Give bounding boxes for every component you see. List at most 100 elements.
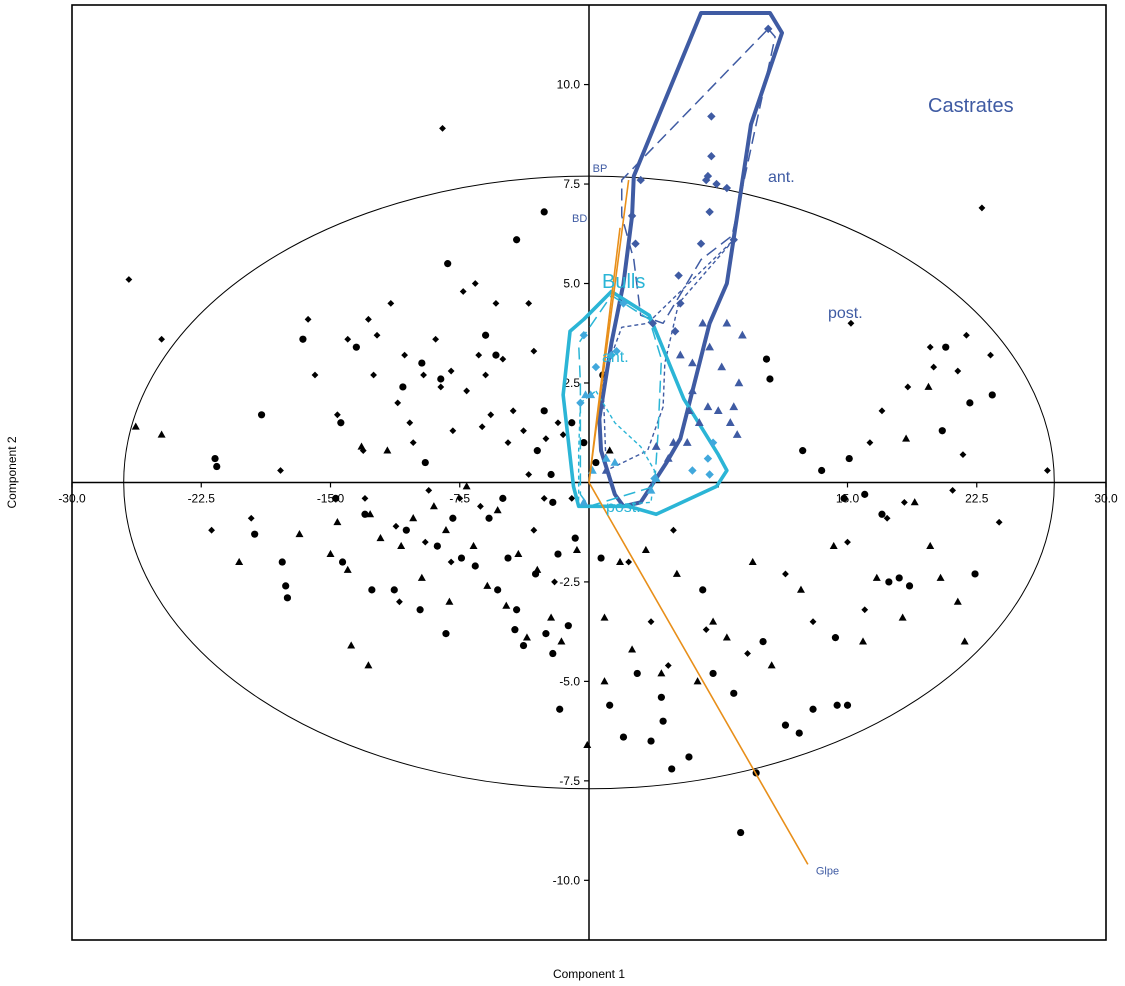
castrates-post-point: [675, 350, 685, 359]
x-tick-label: -22.5: [188, 491, 216, 505]
data-point-circle: [492, 351, 500, 359]
group-label-bulls-ant: ant.: [602, 349, 629, 366]
data-point-diamond: [504, 439, 512, 447]
data-point-circle: [633, 669, 641, 678]
data-point-diamond: [373, 331, 381, 339]
data-point-circle: [818, 466, 826, 475]
y-tick-label: -7.5: [559, 774, 580, 788]
data-point-diamond: [387, 300, 395, 307]
castrates-ant-point: [627, 211, 637, 221]
data-point-circle: [416, 606, 424, 614]
castrates-post-point: [732, 430, 742, 438]
loading-vector-bd: [588, 227, 621, 483]
castrates-ant-point: [701, 175, 711, 185]
data-point-triangle: [417, 573, 426, 581]
castrates-ant-point: [712, 179, 721, 189]
data-point-diamond: [900, 498, 908, 506]
data-point-diamond: [568, 494, 576, 502]
data-point-circle: [282, 582, 290, 590]
data-point-diamond: [304, 315, 312, 323]
data-point-circle: [211, 454, 219, 463]
data-point-diamond: [530, 526, 538, 534]
data-point-triangle: [859, 637, 867, 645]
data-point-diamond: [949, 487, 957, 494]
data-point-circle: [494, 586, 502, 594]
data-point-circle: [433, 542, 441, 550]
data-point-diamond: [456, 494, 464, 502]
data-point-circle: [444, 260, 452, 268]
castrates-ant-point: [696, 239, 706, 248]
data-point-triangle: [376, 533, 385, 542]
castrates-post-point: [705, 342, 715, 351]
data-point-diamond: [437, 383, 445, 391]
castrates-post-point: [713, 406, 723, 415]
castrates-post-point: [663, 453, 673, 462]
data-point-circle: [938, 427, 946, 435]
data-point-triangle: [767, 661, 776, 669]
data-point-triangle: [616, 557, 625, 565]
data-point-triangle: [583, 740, 592, 748]
data-point-circle: [531, 570, 540, 578]
data-point-diamond: [475, 351, 483, 359]
castrates-ant-point: [729, 235, 738, 244]
data-point-triangle: [397, 541, 406, 550]
data-point-diamond: [844, 538, 851, 546]
data-point-triangle: [333, 518, 342, 526]
data-point-diamond: [625, 558, 633, 566]
data-point-circle: [542, 630, 550, 638]
group-label-castrates-ant: ant.: [768, 169, 795, 186]
data-point-triangle: [829, 541, 838, 550]
data-point-circle: [668, 765, 676, 773]
data-point-diamond: [477, 502, 484, 510]
castrates-post-point: [688, 386, 697, 395]
data-point-triangle: [364, 661, 373, 669]
data-point-circle: [390, 586, 398, 594]
data-point-diamond: [530, 347, 538, 355]
data-point-diamond: [447, 367, 455, 375]
y-tick-label: 10.0: [557, 78, 581, 92]
data-point-diamond: [809, 618, 817, 626]
data-point-diamond: [647, 618, 655, 626]
data-point-diamond: [664, 662, 672, 669]
data-point-diamond: [499, 355, 507, 363]
data-point-diamond: [344, 335, 352, 343]
data-point-circle: [540, 407, 548, 415]
bulls-ant-point: [703, 454, 713, 463]
data-point-circle: [730, 689, 738, 697]
data-point-triangle: [483, 581, 492, 589]
data-point-diamond: [866, 439, 874, 447]
data-point-circle: [338, 558, 347, 566]
data-point-diamond: [520, 427, 527, 435]
data-point-circle: [361, 510, 369, 518]
data-point-circle: [843, 701, 852, 709]
data-point-diamond: [370, 371, 377, 379]
castrates-post-point: [729, 402, 739, 411]
bulls-hull: [561, 289, 729, 517]
data-point-triangle: [605, 446, 614, 454]
data-point-circle: [549, 649, 557, 658]
vector-label-glpe: Glpe: [816, 865, 839, 877]
data-point-diamond: [247, 514, 255, 522]
data-point-diamond: [930, 363, 938, 371]
data-point-triangle: [547, 613, 556, 621]
data-point-circle: [709, 669, 717, 678]
bulls-post-point: [601, 453, 611, 462]
data-point-circle: [482, 331, 490, 339]
data-point-circle: [895, 574, 903, 582]
data-point-circle: [457, 554, 466, 562]
data-point-circle: [283, 594, 292, 602]
castrates-ant-point: [670, 327, 680, 336]
data-point-circle: [861, 490, 869, 498]
data-point-triangle: [657, 669, 666, 677]
data-point-diamond: [482, 371, 489, 379]
y-tick-label: -2.5: [559, 575, 580, 589]
data-point-diamond: [471, 280, 479, 287]
castrates-post-point: [738, 330, 747, 339]
data-point-circle: [511, 626, 519, 634]
data-point-diamond: [425, 487, 433, 494]
data-point-circle: [549, 498, 557, 506]
data-point-triangle: [131, 422, 140, 430]
data-point-circle: [657, 693, 665, 701]
data-point-diamond: [396, 598, 403, 606]
data-point-triangle: [522, 633, 531, 641]
